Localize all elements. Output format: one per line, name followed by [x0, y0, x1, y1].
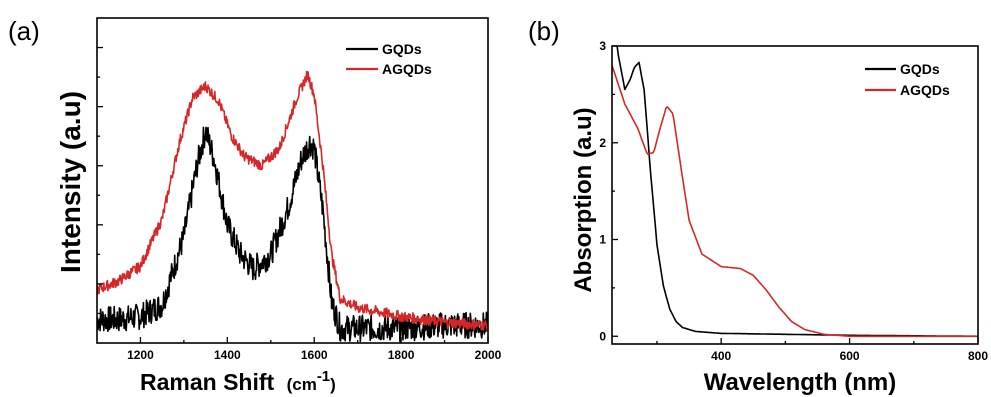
- absorption-x-axis-title: Wavelength (nm): [704, 369, 896, 396]
- raman-x-axis-unit-sup: -1: [317, 368, 330, 385]
- absorption-axis-ticks: 400 600 800 0 1 2 3: [599, 39, 988, 363]
- raman-axis-ticks: 1200 1400 1600 1800 2000: [97, 46, 502, 362]
- x-tick-label: 400: [711, 349, 731, 363]
- panel-label-a: (a): [8, 16, 40, 46]
- raman-x-axis-title-main: Raman Shift: [140, 369, 275, 395]
- series-line-gqds: [97, 126, 488, 343]
- raman-x-axis-title: Raman Shift (cm-1): [140, 368, 336, 395]
- raman-plot-area: [97, 70, 488, 343]
- x-tick-label: 1400: [214, 348, 241, 362]
- legend-label-gqds: GQDs: [382, 41, 422, 57]
- y-tick-label: 3: [599, 39, 606, 53]
- y-tick-label: 1: [599, 233, 606, 247]
- absorption-legend: GQDs AGQDs: [865, 61, 950, 98]
- legend-label-gqds: GQDs: [900, 61, 940, 77]
- raman-legend: GQDs AGQDs: [346, 41, 432, 77]
- raman-plot-frame: [96, 17, 489, 344]
- series-line-agqds: [612, 65, 978, 338]
- series-line-agqds: [97, 70, 488, 332]
- raman-x-axis-unit-close: ): [330, 375, 336, 394]
- absorption-panel: (b) 400 600 800 0 1 2 3 GQDs AGQDs Absorption …: [528, 16, 988, 396]
- legend-label-agqds: AGQDs: [900, 82, 950, 98]
- absorption-plot-frame: [611, 45, 979, 345]
- x-tick-label: 600: [840, 349, 860, 363]
- x-tick-label: 2000: [475, 348, 502, 362]
- x-tick-label: 1800: [388, 348, 415, 362]
- legend-label-agqds: AGQDs: [382, 61, 432, 77]
- raman-x-axis-unit: (cm: [287, 375, 317, 394]
- x-tick-label: 800: [968, 349, 988, 363]
- raman-panel: (a) 1200 1400 1600 1800 2000 GQDs AGQDs Inte…: [8, 16, 502, 395]
- x-tick-label: 1200: [127, 348, 154, 362]
- absorption-plot-area: [612, 46, 978, 338]
- absorption-y-axis-title: Absorption (a.u): [570, 107, 597, 292]
- raman-y-axis-title: Intensity (a.u): [55, 91, 86, 273]
- y-tick-label: 2: [599, 136, 606, 150]
- x-tick-label: 1600: [301, 348, 328, 362]
- panel-label-b: (b): [528, 16, 560, 46]
- series-line-gqds: [616, 46, 978, 338]
- y-tick-label: 0: [599, 329, 606, 343]
